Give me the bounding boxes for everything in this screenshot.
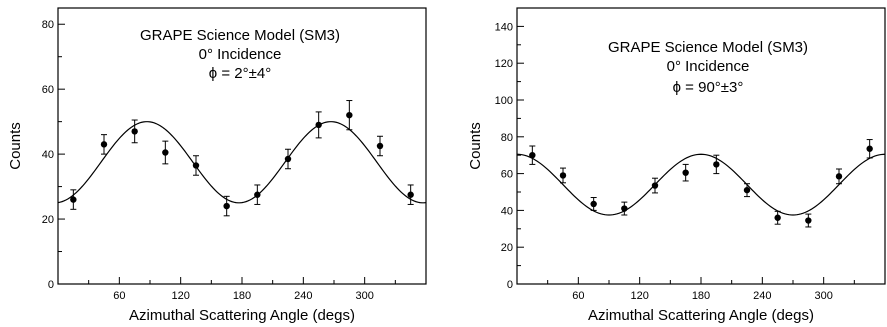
y-tick-label-left: 80: [42, 19, 54, 31]
marker: [100, 141, 108, 148]
data-point-left: [131, 119, 138, 144]
marker: [682, 169, 689, 176]
data-point-right: [559, 167, 567, 184]
marker: [743, 186, 751, 194]
x-tick-label-left: 60: [113, 290, 125, 302]
y-tick-label-right: 40: [501, 205, 513, 217]
x-tick-label-right: 300: [814, 290, 832, 302]
y-tick-label-left: 40: [42, 149, 54, 161]
y-tick-label-left: 60: [42, 84, 54, 96]
marker: [223, 202, 230, 210]
data-point-left: [284, 148, 292, 170]
marker: [866, 145, 873, 152]
data-point-right: [866, 139, 873, 159]
data-point-right: [621, 201, 628, 216]
marker: [254, 191, 261, 198]
marker: [651, 182, 659, 189]
data-point-right: [713, 154, 720, 175]
marker: [315, 121, 322, 129]
y-axis-label-right: Counts: [467, 122, 484, 170]
x-tick-label-right: 180: [692, 290, 710, 302]
x-tick-label-left: 120: [171, 290, 189, 302]
annotation-title-left: GRAPE Science Model (SM3): [140, 27, 340, 44]
data-points-left: [70, 100, 414, 217]
y-axis-label-left: Counts: [7, 122, 24, 170]
y-tick-label-right: 0: [507, 279, 513, 291]
data-point-right: [835, 168, 843, 185]
fit-curve-right: [516, 153, 886, 216]
data-point-left: [70, 189, 77, 210]
data-point-right: [590, 197, 597, 211]
annotation-incidence-right: 0° Incidence: [667, 58, 750, 75]
marker: [713, 161, 720, 168]
y-tick-label-right: 100: [495, 95, 513, 107]
annotation-phi-left: ϕ = 2°±4°: [209, 65, 271, 82]
data-point-left: [407, 184, 414, 205]
marker: [162, 149, 169, 156]
marker: [192, 162, 200, 169]
marker: [559, 172, 567, 179]
annotation-incidence-left: 0° Incidence: [199, 46, 282, 63]
annotation-phi-right: ϕ = 90°±3°: [673, 79, 744, 96]
y-tick-label-left: 0: [48, 279, 54, 291]
y-tick-label-right: 20: [501, 242, 513, 254]
marker: [590, 200, 597, 208]
x-axis-label-right: Azimuthal Scattering Angle (degs): [588, 307, 814, 324]
y-tick-label-right: 140: [495, 21, 513, 33]
x-tick-label-right: 60: [572, 290, 584, 302]
data-point-left: [100, 134, 108, 155]
data-point-right: [651, 177, 659, 194]
axis-ticks-right: 60 120 180 240 300 0 20 40 60 80 100 120 140: [495, 21, 855, 302]
data-point-left: [315, 111, 322, 139]
marker: [284, 155, 292, 163]
data-point-right: [682, 163, 689, 182]
marker: [835, 173, 843, 180]
y-tick-label-right: 120: [495, 58, 513, 70]
x-tick-label-left: 240: [294, 290, 312, 302]
axis-ticks-left: 60 120 180 240 300 0 20 40 60 80: [42, 19, 396, 302]
marker: [621, 205, 628, 212]
x-tick-label-right: 120: [630, 290, 648, 302]
data-point-right: [743, 183, 751, 198]
fit-line-left: [57, 121, 427, 204]
chart-left: 60 120 180 240 300 0 20 40 60 80 GRAPE Science Mo…: [7, 7, 427, 324]
data-point-right: [529, 145, 536, 165]
fit-line-right: [516, 153, 886, 216]
data-point-right: [774, 210, 781, 225]
y-tick-label-right: 60: [501, 169, 513, 181]
x-tick-label-left: 300: [355, 290, 373, 302]
data-point-left: [192, 155, 200, 176]
data-points-right: [529, 139, 873, 228]
marker: [774, 214, 781, 221]
chart-right: 60 120 180 240 300 0 20 40 60 80 100 120 140 GRAPE S…: [467, 7, 886, 324]
x-axis-label-left: Azimuthal Scattering Angle (degs): [129, 307, 355, 324]
marker: [529, 152, 536, 159]
marker: [407, 191, 414, 198]
y-tick-label-left: 20: [42, 214, 54, 226]
y-tick-label-right: 80: [501, 132, 513, 144]
marker: [70, 196, 77, 203]
data-point-right: [805, 213, 812, 228]
marker: [346, 111, 353, 119]
x-tick-label-right: 240: [753, 290, 771, 302]
annotation-title-right: GRAPE Science Model (SM3): [608, 39, 808, 56]
marker: [131, 128, 138, 135]
marker: [805, 217, 812, 224]
fit-curve-left: [57, 121, 427, 204]
data-point-left: [376, 135, 384, 157]
marker: [376, 142, 384, 150]
data-point-left: [162, 140, 169, 165]
data-point-left: [223, 195, 230, 217]
data-point-left: [346, 100, 353, 131]
x-tick-label-left: 180: [233, 290, 251, 302]
data-point-left: [254, 184, 261, 205]
